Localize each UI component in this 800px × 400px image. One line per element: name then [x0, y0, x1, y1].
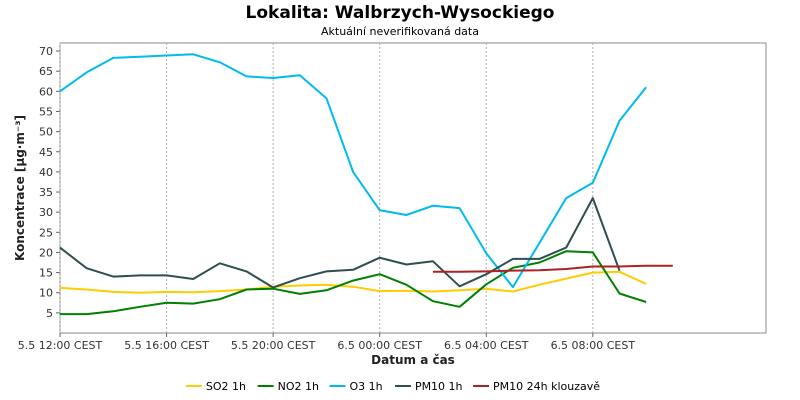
x-tick-label: 5.5 16:00 CEST — [124, 339, 209, 352]
y-tick-label: 5 — [46, 307, 53, 320]
x-tick-label: 5.5 12:00 CEST — [18, 339, 103, 352]
x-tick-label: 6.5 00:00 CEST — [337, 339, 422, 352]
y-tick-label: 35 — [39, 186, 53, 199]
y-tick-label: 70 — [39, 45, 53, 58]
series-line-pm10-1h — [59, 197, 621, 289]
y-tick-label: 25 — [39, 226, 53, 239]
chart-legend: SO2 1h NO2 1h O3 1h PM10 1h PM10 24h klouzav… — [185, 380, 600, 393]
y-tick-label: 45 — [39, 146, 53, 159]
legend-label: O3 1h — [349, 380, 382, 393]
y-tick-label: 55 — [39, 105, 53, 118]
y-axis-label: Koncentrace [µg·m⁻³] — [13, 115, 27, 261]
legend-label: PM10 1h — [415, 380, 463, 393]
x-tick-label: 5.5 20:00 CEST — [231, 339, 316, 352]
chart-subtitle: Aktuální neverifikovaná data — [321, 25, 479, 38]
plot-area — [59, 42, 767, 334]
y-axis-ticks: 5 10 15 20 25 30 35 40 45 50 55 60 65 70 — [39, 45, 60, 320]
y-tick-label: 30 — [39, 206, 53, 219]
chart-title: Lokalita: Walbrzych-Wysockiego — [246, 3, 555, 23]
series-line-o3-1h — [59, 53, 647, 289]
series-line-no2-1h — [60, 250, 647, 316]
x-tick-label: 6.5 04:00 CEST — [444, 339, 529, 352]
legend-label: SO2 1h — [206, 380, 246, 393]
y-tick-label: 40 — [39, 166, 53, 179]
series-line-pm10-24h-klouzav — [433, 264, 673, 273]
y-tick-label: 10 — [39, 287, 53, 300]
x-axis-ticks: 5.5 12:00 CEST 5.5 16:00 CEST 5.5 20:00 CE… — [18, 333, 636, 352]
y-tick-label: 15 — [39, 267, 53, 280]
y-tick-label: 20 — [39, 246, 53, 259]
legend-label: PM10 24h klouzavě — [493, 380, 600, 393]
y-tick-label: 60 — [39, 85, 53, 98]
series-lines — [59, 53, 673, 316]
series-line-so2-1h — [59, 270, 647, 294]
y-tick-label: 65 — [39, 65, 53, 78]
legend-label: NO2 1h — [278, 380, 319, 393]
x-axis-label: Datum a čas — [371, 353, 455, 367]
y-tick-label: 50 — [39, 126, 53, 139]
x-tick-label: 6.5 08:00 CEST — [551, 339, 636, 352]
